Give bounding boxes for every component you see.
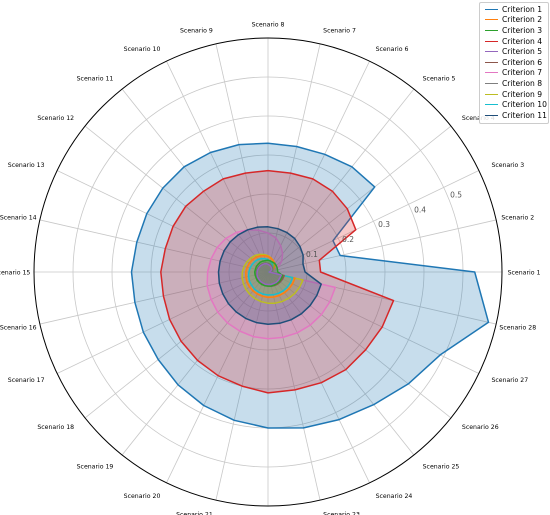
grid-spoke	[121, 88, 269, 273]
series-criterion-3	[253, 259, 284, 287]
legend-item: Criterion 7	[480, 68, 548, 79]
category-label: Scenario 21	[176, 511, 213, 515]
category-label: Scenario 25	[423, 463, 460, 470]
category-label: Scenario 13	[8, 162, 45, 169]
grid-spoke	[39, 219, 269, 273]
legend-swatch	[485, 114, 498, 116]
legend: Criterion 1 Criterion 2 Criterion 3 Criteri…	[479, 2, 549, 124]
grid-spoke	[166, 60, 269, 273]
polar-frame	[33, 37, 503, 507]
legend-swatch	[485, 40, 498, 42]
legend-label: Criterion 2	[502, 15, 543, 25]
legend-label: Criterion 10	[502, 100, 547, 110]
legend-label: Criterion 3	[502, 25, 543, 35]
category-label: Scenario 4	[462, 115, 495, 122]
category-label: Scenario 11	[77, 76, 114, 83]
grid-spoke	[84, 271, 269, 419]
category-label: Scenario 15	[0, 270, 30, 277]
category-label: Scenario 7	[323, 28, 356, 35]
legend-label: Criterion 8	[502, 78, 543, 88]
legend-item: Criterion 6	[480, 57, 548, 68]
category-label: Scenario 1	[508, 270, 541, 277]
grid-spoke	[84, 125, 269, 273]
radial-tick-label: 0.2	[342, 235, 354, 244]
legend-item: Criterion 3	[480, 25, 548, 36]
category-label: Scenario 26	[462, 424, 499, 431]
grid-spoke	[267, 271, 480, 374]
grid-spoke	[267, 125, 452, 273]
series-criterion-1	[130, 142, 490, 429]
category-label: Scenario 3	[491, 162, 524, 169]
grid-spoke	[166, 271, 269, 484]
category-label: Scenario 27	[491, 377, 528, 384]
grid-spoke	[39, 271, 269, 325]
legend-label: Criterion 11	[502, 110, 547, 120]
legend-label: Criterion 1	[502, 4, 543, 14]
category-label: Scenario 17	[8, 377, 45, 384]
legend-swatch	[485, 8, 498, 10]
grid-spoke	[267, 271, 370, 484]
category-label: Scenario 18	[37, 424, 74, 431]
legend-swatch	[485, 82, 498, 84]
category-label: Scenario 16	[0, 325, 37, 332]
radial-tick-label: 0.1	[306, 250, 318, 259]
grid-spoke	[267, 219, 497, 273]
series-criterion-5	[256, 262, 283, 286]
category-label: Scenario 19	[77, 463, 114, 470]
category-label: Scenario 5	[423, 76, 456, 83]
legend-swatch	[485, 19, 498, 21]
grid-spoke	[121, 271, 269, 456]
legend-swatch	[485, 93, 498, 95]
grid-spoke	[267, 271, 321, 501]
radial-tick-label: 0.4	[414, 205, 426, 214]
legend-label: Criterion 5	[502, 47, 543, 57]
legend-label: Criterion 7	[502, 68, 543, 78]
category-label: Scenario 24	[376, 493, 413, 500]
legend-item: Criterion 9	[480, 89, 548, 100]
legend-item: Criterion 8	[480, 78, 548, 89]
grid-spoke	[215, 43, 269, 273]
legend-label: Criterion 6	[502, 57, 543, 67]
series-area	[130, 142, 490, 429]
category-label: Scenario 14	[0, 214, 37, 221]
legend-swatch	[485, 104, 498, 106]
legend-item: Criterion 5	[480, 46, 548, 57]
legend-label: Criterion 9	[502, 89, 543, 99]
category-label: Scenario 28	[499, 325, 536, 332]
grid-spoke	[267, 88, 415, 273]
category-label: Scenario 20	[124, 493, 161, 500]
grid-spoke	[267, 271, 415, 456]
radial-tick-label: 0.3	[378, 220, 390, 229]
legend-item: Criterion 4	[480, 36, 548, 47]
series-criterion-2	[245, 254, 296, 299]
category-label: Scenario 10	[124, 46, 161, 53]
legend-swatch	[485, 29, 498, 31]
category-label: Scenario 2	[501, 214, 534, 221]
legend-item: Criterion 11	[480, 110, 548, 121]
category-label: Scenario 6	[376, 46, 409, 53]
legend-item: Criterion 1	[480, 4, 548, 15]
legend-swatch	[485, 51, 498, 53]
legend-item: Criterion 10	[480, 99, 548, 110]
legend-label: Criterion 4	[502, 36, 543, 46]
grid-spoke	[267, 60, 370, 273]
angle-labels: Scenario 1 Scenario 2 Scenario 3 Scenario 4…	[0, 22, 540, 515]
legend-swatch	[485, 72, 498, 74]
radial-tick-label: 0.5	[450, 190, 462, 199]
category-label: Scenario 12	[37, 115, 74, 122]
legend-item: Criterion 2	[480, 15, 548, 26]
grid-spoke	[267, 271, 452, 419]
category-label: Scenario 8	[252, 22, 285, 29]
category-label: Scenario 9	[180, 28, 213, 35]
grid-spoke	[56, 271, 269, 374]
grid-spoke	[267, 43, 321, 273]
grid-spoke	[56, 170, 269, 273]
series-criterion-11	[217, 226, 322, 326]
radial-tick-labels: 0.1 0.2 0.3 0.4 0.5	[306, 190, 462, 259]
legend-swatch	[485, 61, 498, 63]
category-label: Scenario 23	[323, 511, 360, 515]
